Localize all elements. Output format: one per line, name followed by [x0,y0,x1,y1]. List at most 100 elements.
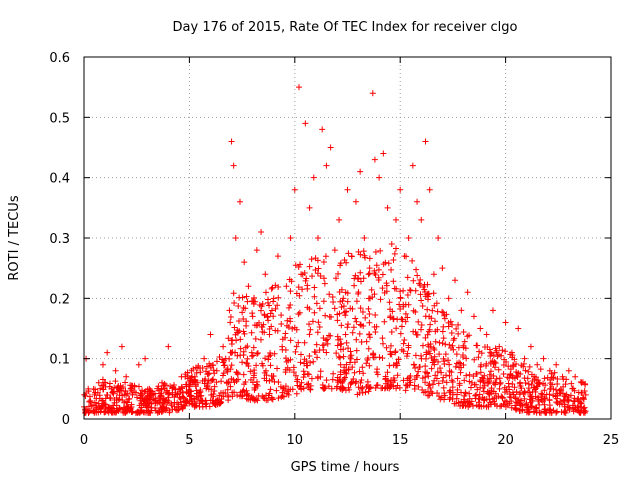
data-point [254,350,261,357]
data-point [572,373,579,380]
data-point [244,343,251,350]
data-point [197,388,204,395]
data-point [426,186,433,193]
data-point [547,380,554,387]
data-point [562,407,569,414]
data-point [225,379,232,386]
data-point [231,300,238,307]
data-point [379,271,386,278]
data-point [527,343,534,350]
data-point [220,359,227,366]
data-point [305,384,312,391]
data-point [357,321,364,328]
data-point [194,379,201,386]
data-point [344,290,351,297]
data-point [317,373,324,380]
data-point [349,364,356,371]
x-axis-label: GPS time / hours [291,460,400,475]
data-point [110,390,117,397]
data-point [321,280,328,287]
data-point [481,382,488,389]
data-point [455,330,462,337]
data-point [213,367,220,374]
data-point [335,270,342,277]
data-point [317,368,324,375]
data-point [182,402,189,409]
data-point [300,374,307,381]
data-point [274,253,281,260]
data-point [400,348,407,355]
data-point [392,349,399,356]
data-point [449,391,456,398]
data-point [354,275,361,282]
data-point [314,375,321,382]
data-point [477,325,484,332]
data-point [479,379,486,386]
data-point [522,379,529,386]
data-point [292,372,299,379]
data-point [474,386,481,393]
data-point [278,312,285,319]
data-point [451,400,458,407]
data-point [366,311,373,318]
data-point [410,277,417,284]
data-point [138,400,145,407]
data-point [248,393,255,400]
data-point [272,327,279,334]
data-point [175,385,182,392]
data-point [554,376,561,383]
data-point [380,150,387,157]
data-point [561,409,568,416]
data-point [366,255,373,262]
data-point [241,381,248,388]
data-point [519,403,526,410]
data-point [356,390,363,397]
data-point [442,351,449,358]
data-point [306,352,313,359]
data-point [511,375,518,382]
data-point [388,351,395,358]
data-point [339,379,346,386]
data-point [387,313,394,320]
data-point [228,375,235,382]
data-point [245,283,252,290]
data-point [331,247,338,254]
data-point [282,369,289,376]
data-point [220,370,227,377]
data-point [577,378,584,385]
data-point [273,387,280,394]
data-point [323,162,330,169]
data-point [359,364,366,371]
data-point [422,293,429,300]
data-point [279,392,286,399]
data-point [193,364,200,371]
data-point [341,256,348,263]
data-point [301,356,308,363]
data-point [211,383,218,390]
data-point [500,400,507,407]
data-point [270,298,277,305]
data-point [297,359,304,366]
data-point [502,319,509,326]
data-point [449,384,456,391]
data-point [343,259,350,266]
data-point [308,256,315,263]
data-point [335,353,342,360]
data-point [461,392,468,399]
data-point [548,409,555,416]
data-point [231,379,238,386]
data-point [423,349,430,356]
data-point [558,387,565,394]
data-point [306,321,313,328]
data-point [122,387,129,394]
data-point [568,380,575,387]
data-point [274,365,281,372]
data-point [224,386,231,393]
data-point [449,321,456,328]
data-point [295,339,302,346]
data-point [443,379,450,386]
data-point [431,356,438,363]
data-point [320,298,327,305]
data-point [320,346,327,353]
data-point [571,397,578,404]
